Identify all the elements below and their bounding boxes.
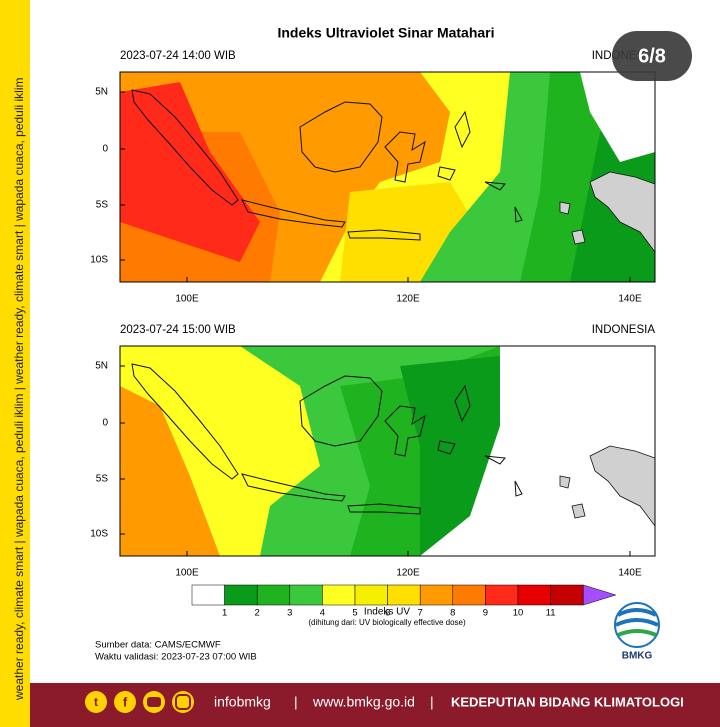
colorbar-arrow bbox=[582, 584, 617, 606]
lat-label: 0 bbox=[102, 144, 108, 155]
colorbar-note: (dihitung dari: UV biologically effectiv… bbox=[308, 618, 466, 627]
social-icons: t f bbox=[85, 691, 194, 713]
colorbar-box bbox=[550, 584, 584, 606]
map-panel: 2023-07-24 15:00 WIB INDONESIA 5N 0 5S 10S 100… bbox=[90, 324, 656, 579]
colorbar-box bbox=[419, 584, 454, 606]
svg-text:t: t bbox=[94, 695, 98, 709]
bmkg-logo: BMKG bbox=[614, 602, 660, 662]
lon-label: 120E bbox=[396, 294, 420, 305]
uv-region bbox=[580, 72, 655, 162]
colorbar-box bbox=[452, 584, 486, 606]
colorbar-label: 11 bbox=[546, 608, 556, 619]
lat-label: 0 bbox=[102, 418, 108, 429]
colorbar-label: 1 bbox=[222, 608, 227, 619]
colorbar-label: 2 bbox=[255, 608, 260, 619]
colorbar-box bbox=[517, 584, 551, 606]
lat-label: 5S bbox=[96, 474, 109, 485]
panel-region: INDONESIA bbox=[592, 324, 656, 336]
svg-text:f: f bbox=[123, 694, 128, 709]
colorbar-label: 8 bbox=[450, 608, 455, 619]
lon-label: 120E bbox=[396, 568, 420, 579]
badge-text: 6/8 bbox=[638, 45, 666, 67]
lon-label: 140E bbox=[618, 294, 642, 305]
colorbar-label: 9 bbox=[483, 608, 488, 619]
panel-datetime: 2023-07-24 15:00 WIB bbox=[120, 324, 236, 336]
colorbar-label: 3 bbox=[287, 608, 292, 619]
badge: 6/8 bbox=[612, 31, 692, 81]
colorbar-box bbox=[224, 584, 258, 606]
lat-label: 5S bbox=[96, 200, 109, 211]
footer-separator: | bbox=[430, 694, 434, 710]
validation: Waktu validasi: 2023-07-23 07:00 WIB bbox=[95, 652, 257, 663]
lat-label: 5N bbox=[95, 361, 108, 372]
colorbar-box bbox=[289, 584, 323, 606]
colorbar-label: 7 bbox=[418, 608, 423, 619]
lat-label: 10S bbox=[90, 529, 108, 540]
source: Sumber data: CAMS/ECMWF bbox=[95, 640, 221, 651]
lon-label: 100E bbox=[175, 294, 199, 305]
map-panel: 2023-07-24 14:00 WIBINDONESIA5N05S10S100… bbox=[90, 50, 656, 305]
uv-region bbox=[420, 346, 655, 556]
logo-text: BMKG bbox=[622, 651, 653, 662]
colorbar-box bbox=[485, 584, 519, 606]
footer-department: KEDEPUTIAN BIDANG KLIMATOLOGI bbox=[451, 694, 684, 709]
colorbar-box bbox=[354, 584, 388, 606]
footer-website: www.bmkg.go.id bbox=[312, 694, 415, 710]
title: Indeks Ultraviolet Sinar Matahari bbox=[277, 25, 494, 41]
lon-label: 140E bbox=[618, 568, 642, 579]
colorbar-box bbox=[387, 584, 421, 606]
uv-region bbox=[120, 386, 220, 556]
colorbar-label: 5 bbox=[352, 608, 357, 619]
colorbar-label: 10 bbox=[513, 608, 524, 619]
map-frame bbox=[119, 71, 656, 283]
colorbar-title: Indeks UV bbox=[364, 607, 410, 618]
uv-field bbox=[120, 346, 655, 556]
colorbar-box bbox=[322, 584, 356, 606]
colorbar-box bbox=[191, 584, 225, 606]
uv-field bbox=[120, 72, 655, 282]
footer-separator: | bbox=[294, 694, 298, 710]
colorbar-label: 6 bbox=[385, 608, 390, 619]
sidebar-text: weather ready, climate smart | wapada cu… bbox=[12, 77, 26, 701]
colorbar-box bbox=[256, 584, 291, 606]
lat-label: 10S bbox=[90, 255, 108, 266]
panel-datetime: 2023-07-24 14:00 WIB bbox=[120, 50, 236, 62]
map-frame bbox=[119, 345, 656, 557]
colorbar-label: 4 bbox=[320, 608, 325, 619]
sidebar bbox=[0, 0, 30, 727]
footer-handle: infobmkg bbox=[214, 694, 271, 710]
colorbar: 1 2 3 4 5 6 7 8 9 10 11 bbox=[191, 584, 617, 619]
lon-label: 100E bbox=[175, 568, 199, 579]
lat-label: 5N bbox=[95, 87, 108, 98]
